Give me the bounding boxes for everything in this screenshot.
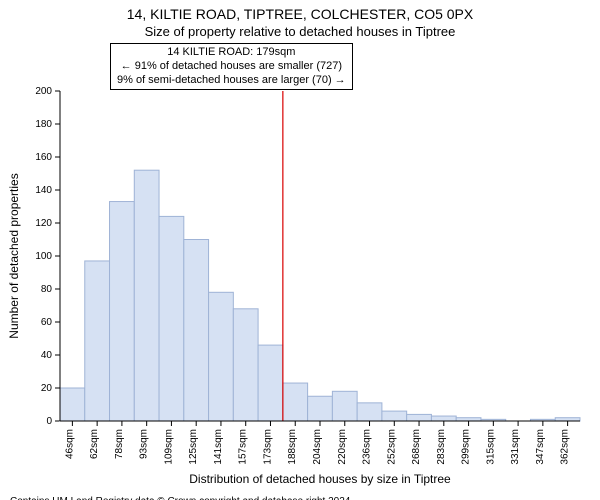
svg-text:0: 0: [46, 416, 52, 427]
svg-text:331sqm: 331sqm: [510, 429, 521, 465]
svg-text:252sqm: 252sqm: [386, 429, 397, 465]
svg-text:40: 40: [41, 350, 53, 361]
svg-text:315sqm: 315sqm: [485, 429, 496, 465]
svg-text:283sqm: 283sqm: [436, 429, 447, 465]
svg-text:173sqm: 173sqm: [262, 429, 273, 465]
footer-line1: Contains HM Land Registry data © Crown c…: [10, 495, 590, 500]
svg-text:157sqm: 157sqm: [238, 429, 249, 465]
x-axis-label: Distribution of detached houses by size …: [189, 472, 451, 486]
chart-subtitle: Size of property relative to detached ho…: [0, 24, 600, 39]
annotation-line3: 9% of semi-detached houses are larger (7…: [117, 74, 346, 88]
svg-text:160: 160: [35, 152, 52, 163]
svg-text:109sqm: 109sqm: [163, 429, 174, 465]
histogram-bar: [134, 170, 159, 421]
svg-text:180: 180: [35, 119, 52, 130]
svg-text:120: 120: [35, 218, 52, 229]
svg-text:236sqm: 236sqm: [362, 429, 373, 465]
footer: Contains HM Land Registry data © Crown c…: [0, 491, 600, 500]
histogram-bar: [209, 292, 234, 421]
histogram-bar: [308, 396, 333, 421]
svg-text:299sqm: 299sqm: [461, 429, 472, 465]
svg-text:204sqm: 204sqm: [312, 429, 323, 465]
annotation-line2: ← 91% of detached houses are smaller (72…: [117, 60, 346, 74]
svg-text:141sqm: 141sqm: [213, 429, 224, 465]
svg-text:200: 200: [35, 86, 52, 97]
histogram-bar: [258, 345, 283, 421]
histogram-bar: [184, 240, 209, 422]
svg-text:78sqm: 78sqm: [114, 429, 125, 459]
histogram-bar: [60, 388, 85, 421]
histogram-bar: [85, 261, 110, 421]
svg-text:100: 100: [35, 251, 52, 262]
histogram-bar: [159, 216, 184, 421]
chart-area: 0 20 40 60 80 100 120 140 160 180 200 46sqm 62sqm 78s…: [0, 39, 600, 491]
chart-title: 14, KILTIE ROAD, TIPTREE, COLCHESTER, CO…: [0, 6, 600, 22]
annotation-box: 14 KILTIE ROAD: 179sqm ← 91% of detached…: [110, 43, 353, 90]
svg-text:220sqm: 220sqm: [337, 429, 348, 465]
y-axis-label: Number of detached properties: [7, 173, 21, 338]
svg-text:347sqm: 347sqm: [535, 429, 546, 465]
histogram-bar: [431, 416, 456, 421]
histogram-bar: [332, 391, 357, 421]
annotation-line1: 14 KILTIE ROAD: 179sqm: [117, 46, 346, 60]
svg-text:46sqm: 46sqm: [64, 429, 75, 459]
svg-text:80: 80: [41, 284, 53, 295]
histogram-bar: [357, 403, 382, 421]
title-block: 14, KILTIE ROAD, TIPTREE, COLCHESTER, CO…: [0, 0, 600, 39]
svg-text:125sqm: 125sqm: [188, 429, 199, 465]
svg-text:188sqm: 188sqm: [287, 429, 298, 465]
histogram-bar: [283, 383, 308, 421]
svg-text:268sqm: 268sqm: [411, 429, 422, 465]
histogram-svg: 0 20 40 60 80 100 120 140 160 180 200 46sqm 62sqm 78s…: [0, 39, 600, 491]
histogram-bar: [110, 202, 135, 421]
histogram-bar: [233, 309, 258, 421]
svg-text:362sqm: 362sqm: [560, 429, 571, 465]
svg-text:93sqm: 93sqm: [139, 429, 150, 459]
svg-text:140: 140: [35, 185, 52, 196]
svg-text:62sqm: 62sqm: [89, 429, 100, 459]
svg-text:60: 60: [41, 317, 53, 328]
histogram-bar: [407, 414, 432, 421]
svg-text:20: 20: [41, 383, 53, 394]
histogram-bar: [382, 411, 407, 421]
